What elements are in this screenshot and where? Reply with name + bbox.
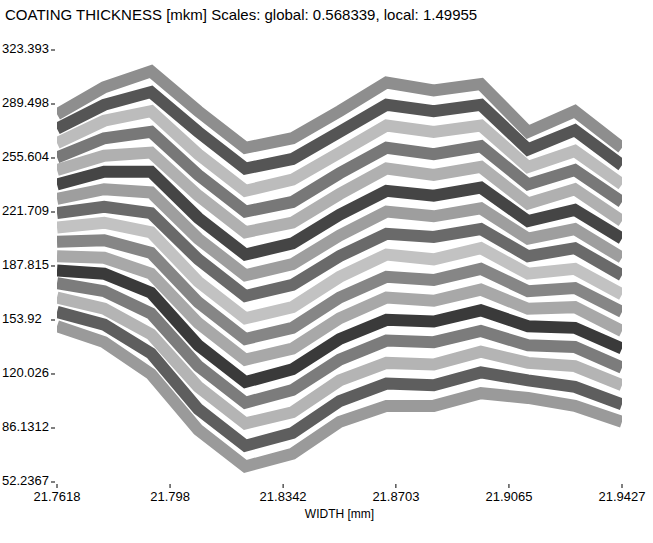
x-tick [57,484,58,488]
y-tick-label: 120.026 [2,365,49,380]
chart: COATING THICKNESS [mkm] Scales: global: … [0,0,653,543]
layer-band [57,71,622,147]
x-axis-title: WIDTH [mm] [305,507,374,521]
x-tick-label: 21.8703 [372,489,419,504]
y-tick-label: 153.92 [2,311,42,326]
y-tick [51,157,55,158]
x-tick [395,484,396,488]
y-tick-label: 86.1312 [2,419,49,434]
x-tick [170,484,171,488]
y-tick [51,212,55,213]
x-tick-label: 21.7618 [34,489,81,504]
x-tick [283,484,284,488]
y-tick [51,428,55,429]
layers [57,71,622,466]
y-tick-label: 221.709 [2,203,49,218]
y-tick [51,104,55,105]
y-tick-label: 323.393 [2,41,49,56]
x-tick-label: 21.9427 [599,489,646,504]
y-tick-label: 187.815 [2,257,49,272]
y-tick [51,50,55,51]
x-tick-label: 21.9065 [485,489,532,504]
y-tick-label: 255.604 [2,149,49,164]
x-tick [508,484,509,488]
y-tick [51,320,55,321]
x-tick-label: 21.798 [150,489,190,504]
y-tick-label: 52.2367 [2,473,49,488]
y-tick-label: 289.498 [2,95,49,110]
y-tick [51,482,55,483]
x-tick [622,484,623,488]
y-tick [51,373,55,374]
y-tick [51,265,55,266]
x-tick-label: 21.8342 [260,489,307,504]
title: COATING THICKNESS [mkm] Scales: global: … [5,6,477,23]
